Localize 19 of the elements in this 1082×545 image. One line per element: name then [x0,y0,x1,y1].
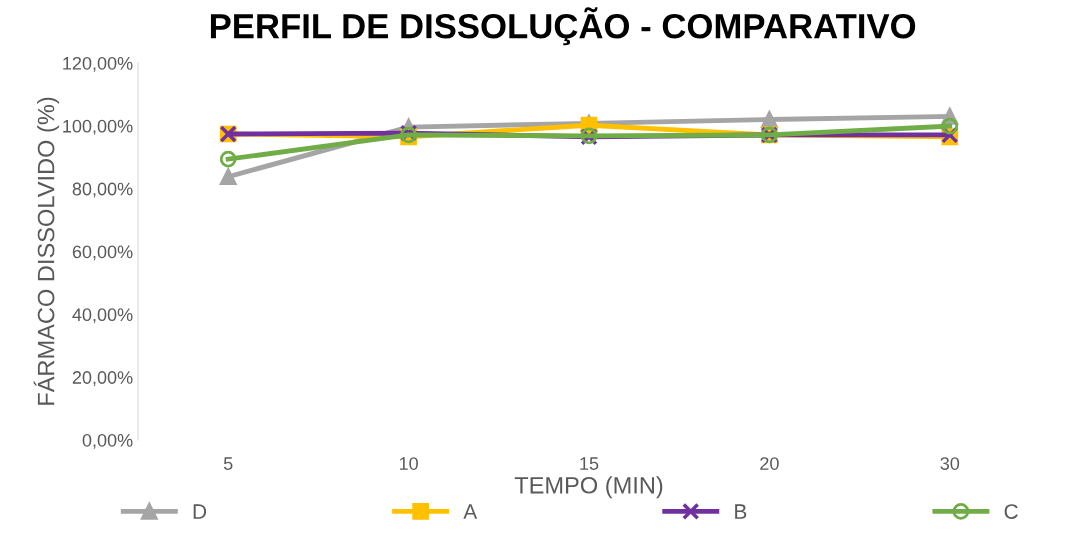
legend-label: C [1004,504,1018,519]
y-tick-label: 0,00% [82,433,133,449]
y-tick-label: 80,00% [72,182,133,198]
legend-label: B [735,504,747,519]
x-tick-label: 20 [760,457,779,470]
x-tick-label: 15 [580,457,599,470]
y-tick-label: 120,00% [63,56,133,72]
y-tick-label: 20,00% [72,371,133,387]
chart-title: PERFIL DE DISSOLUÇÃO - COMPARATIVO [210,7,916,46]
x-tick-label: 10 [399,457,418,470]
legend-label: A [463,504,478,519]
x-tick-label: 30 [940,457,960,470]
y-axis-title: FÁRMACO DISSOLVIDO (%) [33,97,60,405]
x-tick-label: 5 [223,457,233,470]
legend-label: D [193,504,207,519]
x-axis-title: TEMPO (MIN) [514,476,663,499]
y-tick-label: 100,00% [63,119,133,135]
y-tick-label: 60,00% [72,245,133,261]
y-tick-label: 40,00% [72,308,133,324]
